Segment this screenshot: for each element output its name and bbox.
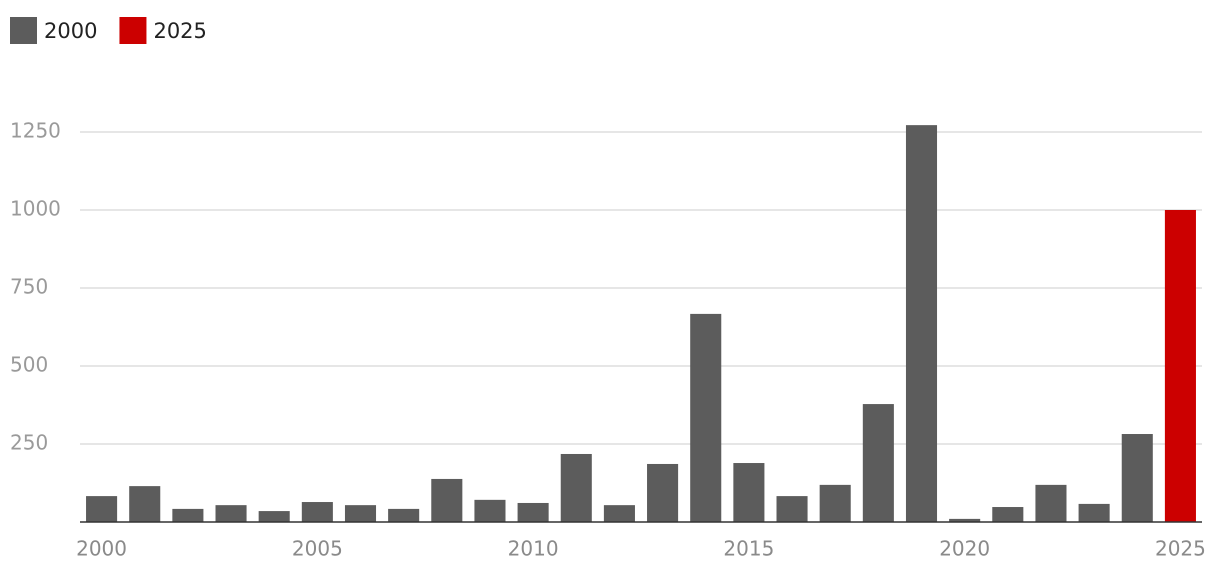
y-tick-label: 250 — [10, 431, 48, 455]
x-tick-label: 2010 — [508, 537, 559, 561]
bar — [388, 508, 420, 522]
bar — [1164, 210, 1196, 522]
bar — [776, 496, 808, 522]
bar — [560, 453, 592, 522]
bar — [301, 502, 333, 522]
bar — [431, 478, 463, 522]
bar — [215, 505, 247, 522]
bar — [949, 518, 981, 522]
x-tick-label: 2000 — [76, 537, 127, 561]
bar — [819, 484, 851, 522]
bar — [1078, 503, 1110, 522]
bar — [992, 507, 1024, 522]
bar — [517, 502, 549, 522]
bar — [603, 505, 635, 522]
bar — [905, 125, 938, 523]
y-tick-label: 750 — [10, 275, 48, 299]
legend-swatch — [10, 17, 37, 44]
bar — [86, 496, 118, 522]
bar — [474, 499, 506, 522]
bar — [258, 511, 290, 522]
bar — [690, 313, 722, 522]
bar — [1035, 484, 1067, 522]
x-tick-label: 2005 — [292, 537, 343, 561]
legend-label: 2000 — [44, 19, 97, 43]
y-tick-label: 1000 — [10, 197, 61, 221]
bar — [129, 486, 161, 522]
y-tick-label: 1250 — [10, 119, 61, 143]
x-tick-label: 2025 — [1155, 537, 1206, 561]
bar — [647, 463, 679, 522]
y-tick-label: 500 — [10, 353, 48, 377]
bar — [1121, 434, 1153, 522]
bar — [733, 463, 765, 522]
legend-swatch — [119, 17, 147, 44]
bar — [172, 508, 204, 522]
x-tick-label: 2015 — [723, 537, 774, 561]
bar — [862, 404, 894, 522]
x-tick-label: 2020 — [939, 537, 990, 561]
legend-label: 2025 — [153, 19, 206, 43]
bar — [344, 505, 377, 522]
